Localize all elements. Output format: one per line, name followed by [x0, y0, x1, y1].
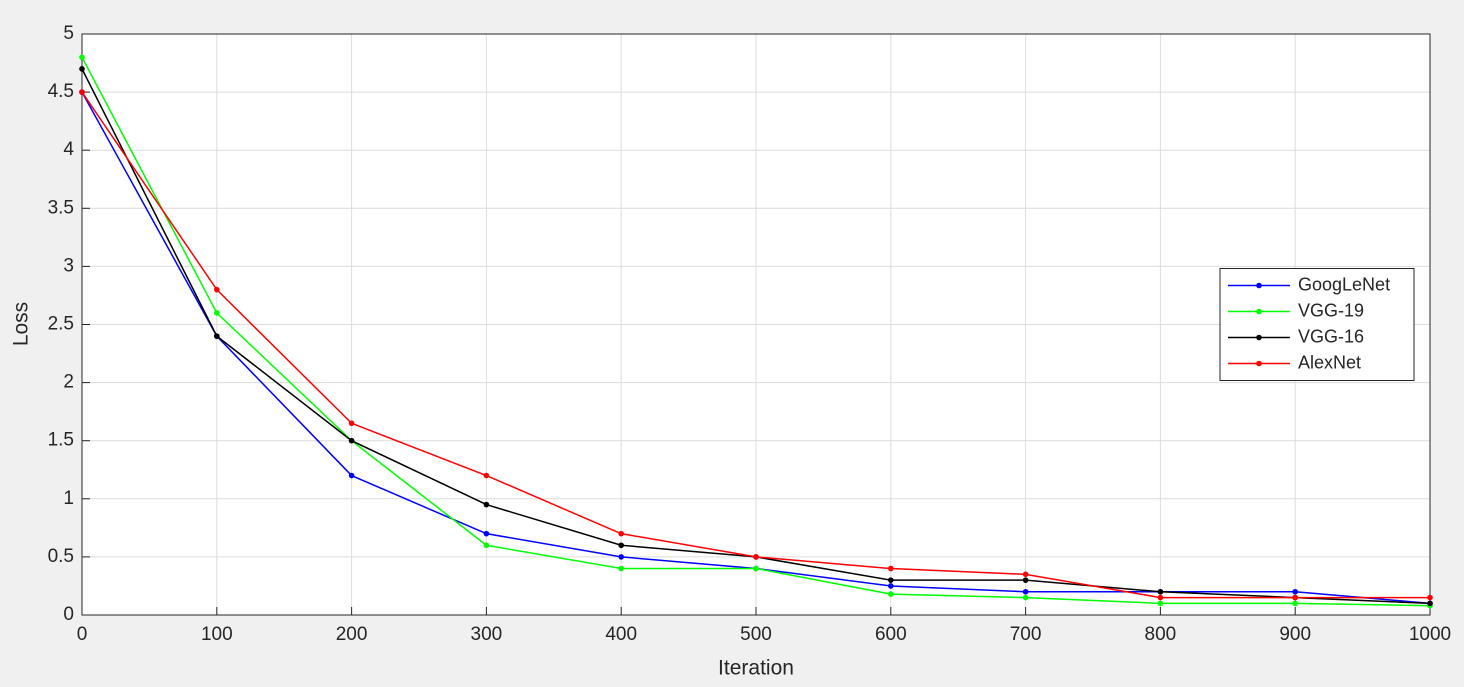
- series-marker: [1157, 594, 1164, 601]
- y-tick-label: 4: [63, 139, 74, 160]
- y-tick-label: 0: [63, 604, 74, 625]
- y-tick-label: 0.5: [48, 546, 74, 567]
- x-tick-label: 0: [77, 624, 88, 645]
- series-marker: [1292, 594, 1298, 601]
- series-marker: [483, 472, 490, 479]
- y-tick-label: 2: [63, 372, 74, 393]
- series-marker: [1022, 588, 1029, 595]
- series-marker: [348, 472, 355, 479]
- legend-label: VGG-19: [1298, 300, 1364, 320]
- series-marker: [79, 54, 85, 61]
- legend-marker: [1256, 282, 1262, 289]
- series-marker: [888, 591, 894, 597]
- series-marker: [1427, 594, 1433, 601]
- x-tick-label: 400: [605, 624, 637, 645]
- y-tick-label: 3: [63, 255, 74, 276]
- y-tick-label: 1: [63, 488, 74, 509]
- series-marker: [888, 577, 894, 583]
- y-tick-label: 1.5: [48, 430, 74, 451]
- y-tick-label: 2.5: [48, 314, 74, 335]
- x-tick-label: 700: [1010, 624, 1042, 645]
- series-marker: [483, 501, 490, 508]
- x-axis-label: Iteration: [718, 657, 794, 680]
- series-marker: [1292, 588, 1298, 595]
- x-tick-label: 500: [740, 624, 772, 645]
- legend-box: [1219, 268, 1415, 381]
- x-tick-label: 100: [201, 624, 233, 645]
- legend-marker: [1256, 360, 1262, 367]
- series-marker: [1022, 594, 1029, 601]
- series-marker: [618, 565, 624, 572]
- x-tick-label: 1000: [1409, 624, 1451, 645]
- series-marker: [214, 286, 220, 293]
- x-tick-label: 900: [1279, 624, 1311, 645]
- series-marker: [483, 542, 490, 549]
- series-marker: [888, 583, 894, 589]
- series-marker: [1022, 577, 1029, 583]
- series-marker: [1157, 588, 1164, 595]
- series-marker: [348, 420, 355, 427]
- series-marker: [1157, 600, 1164, 607]
- axes-box: [81, 33, 1431, 616]
- series-marker: [483, 530, 490, 537]
- legend-marker: [1256, 308, 1262, 315]
- series-marker: [79, 89, 85, 95]
- x-tick-label: 600: [875, 624, 907, 645]
- series-marker: [214, 333, 220, 339]
- series-marker: [753, 554, 759, 560]
- x-tick-label: 800: [1145, 624, 1177, 645]
- x-tick-label: 200: [336, 624, 368, 645]
- legend-label: GoogLeNet: [1298, 274, 1390, 294]
- legend-marker: [1256, 334, 1262, 341]
- series-marker: [618, 530, 624, 537]
- series-marker: [214, 310, 220, 316]
- series-marker: [1427, 600, 1433, 607]
- series-marker: [348, 437, 355, 444]
- series-marker: [1292, 600, 1298, 607]
- legend-label: AlexNet: [1298, 352, 1361, 372]
- y-axis-label: Loss: [10, 302, 33, 346]
- series-marker: [79, 66, 85, 72]
- legend-label: VGG-16: [1298, 326, 1364, 346]
- y-tick-label: 5: [63, 23, 74, 44]
- series-marker: [618, 542, 624, 549]
- series-marker: [1022, 571, 1029, 578]
- x-tick-label: 300: [471, 624, 503, 645]
- y-tick-label: 3.5: [48, 197, 74, 218]
- series-marker: [888, 565, 894, 572]
- y-tick-label: 4.5: [48, 81, 74, 102]
- series-marker: [753, 565, 759, 572]
- series-marker: [618, 554, 624, 560]
- legend: GoogLeNet VGG-19 VGG-16 AlexNet: [1219, 268, 1415, 381]
